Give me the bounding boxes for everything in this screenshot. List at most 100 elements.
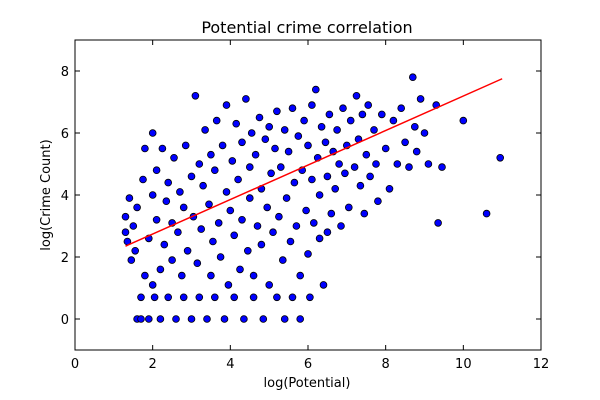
data-point — [257, 240, 266, 249]
data-point — [401, 138, 409, 147]
data-point — [179, 293, 188, 302]
x-tick-label: 0 — [71, 357, 79, 372]
fit-line — [125, 78, 503, 247]
plot-frame — [74, 39, 542, 351]
data-point — [232, 119, 241, 128]
data-point — [172, 315, 180, 323]
data-point — [284, 147, 293, 156]
data-point — [193, 259, 202, 268]
data-point — [214, 219, 223, 227]
data-point — [164, 293, 173, 302]
data-point — [249, 293, 258, 302]
data-point — [408, 73, 417, 81]
data-point — [263, 203, 272, 212]
data-point — [410, 123, 419, 131]
data-point — [220, 315, 229, 323]
data-point — [292, 222, 301, 230]
data-point — [183, 247, 192, 255]
data-point — [133, 203, 141, 212]
data-point — [412, 147, 421, 156]
data-point — [156, 265, 165, 274]
data-point — [121, 228, 130, 237]
data-point — [416, 95, 425, 103]
x-tick-label: 10 — [455, 357, 472, 372]
data-point — [259, 315, 268, 323]
data-point — [496, 154, 505, 162]
data-point — [323, 172, 332, 181]
data-point — [238, 138, 246, 147]
data-point — [333, 126, 341, 134]
data-point — [205, 200, 213, 209]
data-point — [191, 92, 200, 100]
data-point — [240, 315, 248, 323]
data-point — [311, 85, 320, 94]
data-point — [335, 160, 343, 168]
data-point — [246, 194, 254, 202]
data-point — [323, 228, 332, 237]
data-point — [211, 293, 219, 302]
x-tick-label: 12 — [533, 357, 550, 372]
data-point — [381, 144, 390, 153]
data-point — [170, 154, 178, 162]
data-point — [148, 129, 157, 137]
data-point — [389, 116, 398, 125]
data-point — [179, 203, 188, 212]
data-point — [249, 271, 258, 280]
data-point — [160, 240, 169, 249]
y-axis-label: log(Crime Count) — [39, 139, 54, 250]
data-point — [222, 188, 231, 196]
y-tick-label: 6 — [61, 127, 69, 142]
data-point — [148, 191, 157, 199]
data-point — [152, 166, 161, 175]
data-point — [273, 293, 281, 302]
data-point — [420, 129, 429, 137]
data-point — [238, 216, 246, 224]
data-point — [178, 271, 186, 280]
data-point — [244, 247, 252, 255]
data-point — [321, 138, 330, 147]
data-point — [131, 247, 140, 255]
data-point — [304, 250, 312, 258]
data-point — [228, 157, 237, 165]
data-point — [459, 116, 468, 125]
y-tick-label: 4 — [61, 189, 69, 204]
data-point — [242, 95, 250, 103]
data-point — [337, 222, 345, 230]
data-point — [306, 293, 314, 302]
data-point — [234, 175, 242, 184]
data-point — [393, 160, 402, 168]
data-point — [346, 116, 355, 125]
data-point — [139, 175, 147, 184]
x-tick-label: 2 — [149, 357, 157, 372]
x-tick-label: 6 — [304, 357, 312, 372]
data-point — [125, 194, 134, 202]
data-point — [350, 163, 359, 171]
data-point — [280, 315, 289, 323]
data-point — [247, 129, 256, 137]
data-point — [158, 144, 167, 153]
data-point — [197, 225, 206, 233]
data-point — [327, 209, 336, 218]
data-point — [222, 101, 231, 109]
data-point — [137, 293, 145, 302]
chart-title: Potential crime correlation — [201, 18, 412, 37]
data-point — [405, 163, 413, 171]
data-point — [273, 107, 281, 116]
data-point — [236, 265, 244, 274]
x-axis-label: log(Potential) — [264, 376, 351, 391]
data-point — [276, 163, 285, 171]
data-point — [356, 181, 365, 190]
data-point — [304, 141, 312, 150]
data-point — [164, 178, 173, 187]
data-point — [275, 212, 283, 221]
data-point — [308, 175, 316, 184]
data-point — [267, 169, 275, 178]
data-point — [255, 113, 264, 122]
data-point — [265, 123, 274, 131]
data-point — [224, 281, 233, 289]
data-point — [288, 293, 297, 302]
data-point — [366, 172, 374, 181]
y-tick-label: 0 — [61, 313, 69, 328]
data-point — [203, 315, 211, 323]
data-point — [212, 116, 221, 125]
